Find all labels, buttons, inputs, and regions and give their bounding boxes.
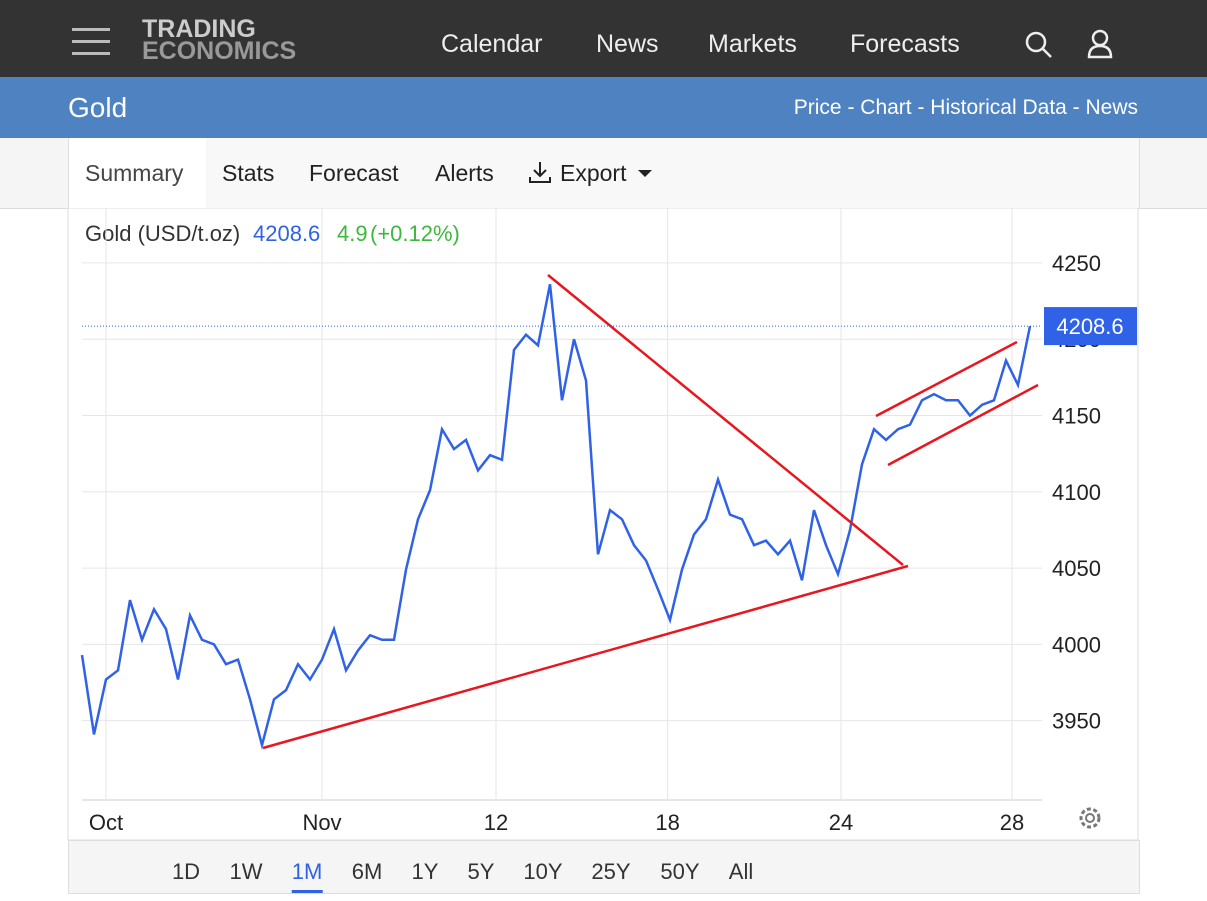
x-tick-label: Oct	[89, 810, 123, 835]
nav-link[interactable]: News	[596, 30, 659, 58]
tab-bar: Summary Stats Forecast Alerts Export	[0, 138, 1207, 209]
user-icon[interactable]	[1087, 29, 1117, 59]
tab[interactable]: Export	[560, 160, 627, 186]
resistance-line	[547, 274, 904, 566]
x-tick-label: 18	[655, 810, 679, 835]
tab[interactable]: Summary	[85, 160, 184, 186]
channel-bottom	[887, 383, 1039, 467]
caret	[638, 170, 652, 177]
last-price: 4208.6	[253, 221, 320, 246]
range-bar: 1D 1W 1M 6M 1Y 5Y 10Y 25Y 50Y All	[68, 840, 1140, 894]
x-tick-label: 28	[1000, 810, 1024, 835]
trendlines	[262, 274, 1039, 750]
range-button[interactable]: 1W	[229, 859, 263, 884]
tab-panel	[68, 138, 1140, 208]
range-button[interactable]: 6M	[351, 859, 383, 884]
support-line	[262, 564, 909, 750]
logo-top: TRADING	[142, 15, 256, 43]
tab[interactable]: Forecast	[309, 160, 399, 186]
range-button[interactable]: 1M	[291, 859, 323, 893]
settings-icon[interactable]	[1079, 807, 1101, 829]
y-tick-label: 4050	[1052, 556, 1101, 581]
price-change-pct: (+0.12%)	[370, 221, 460, 246]
price-change: 4.9	[337, 221, 368, 246]
range-button[interactable]: 50Y	[660, 859, 700, 884]
title-bar: Gold Price - Chart - Historical Data - N…	[0, 77, 1207, 138]
header: TRADING ECONOMICS Calendar News Markets F…	[0, 0, 1207, 77]
range-button[interactable]: All	[728, 859, 754, 884]
y-tick-label: 3950	[1052, 709, 1101, 734]
chart-bg	[67, 208, 1139, 840]
tab[interactable]: Stats	[222, 160, 275, 186]
page-title: Gold	[68, 92, 128, 123]
y-tick-label: 4100	[1052, 480, 1101, 505]
tab[interactable]: Alerts	[435, 160, 494, 186]
x-tick-label: 12	[484, 810, 508, 835]
menu-icon[interactable]	[72, 28, 112, 58]
range-button[interactable]: 1Y	[411, 859, 439, 884]
range-button[interactable]: 5Y	[467, 859, 495, 884]
price-line	[80, 284, 1032, 751]
nav-link[interactable]: Markets	[708, 30, 797, 58]
active-tab-bg	[69, 138, 206, 209]
channel-top	[875, 340, 1018, 418]
title-links[interactable]: Price - Chart - Historical Data - News	[793, 96, 1138, 119]
logo-bottom: ECONOMICS	[142, 37, 297, 65]
last-price-label: 4208.6	[1056, 314, 1123, 339]
chart: Gold (USD/t.oz) 4208.6 4.9 (+0.12%) 3950…	[67, 208, 1139, 840]
nav-link[interactable]: Forecasts	[850, 30, 960, 58]
chart-title: Gold (USD/t.oz)	[85, 221, 240, 246]
last-price-box	[1044, 307, 1137, 346]
y-tick-label: 4000	[1052, 632, 1101, 657]
range-button[interactable]: 1D	[171, 859, 201, 884]
y-tick-label: 4150	[1052, 404, 1101, 429]
x-tick-label: 24	[829, 810, 853, 835]
logo[interactable]: TRADING ECONOMICS	[142, 15, 297, 65]
search-icon[interactable]	[1024, 30, 1054, 60]
range-button[interactable]: 25Y	[591, 859, 631, 884]
x-tick-label: Nov	[302, 810, 341, 835]
nav-link[interactable]: Calendar	[441, 30, 543, 58]
y-tick-label: 4250	[1052, 251, 1101, 276]
range-button[interactable]: 10Y	[523, 859, 563, 884]
download-icon	[529, 162, 551, 183]
